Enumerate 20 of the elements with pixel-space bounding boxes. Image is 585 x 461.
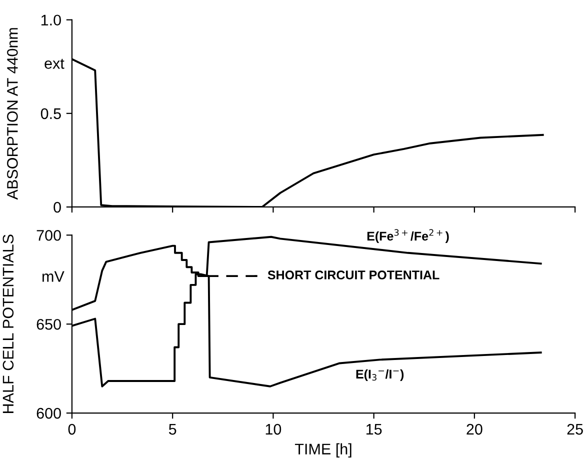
series-label: E(I$_{3}$$^{−}$/I$^{−}$): [356, 369, 404, 382]
y-tick-label: 700: [36, 230, 61, 241]
y-tick-label: 1.0: [41, 14, 61, 26]
x-axis-title: TIME [h]: [294, 443, 352, 458]
text: mV: [42, 271, 64, 282]
x-tick-label: 25: [567, 424, 583, 435]
series-label: E(Fe$^{3+}$/Fe$^{2+}$): [367, 229, 449, 244]
x-tick-label: 0: [68, 424, 76, 435]
text: ext: [44, 58, 64, 69]
series-label: SHORT CIRCUIT POTENTIAL: [268, 270, 440, 280]
x-tick-label: 10: [266, 424, 282, 435]
y-tick-label: 0: [54, 202, 61, 213]
y-tick-label: 600: [36, 408, 61, 419]
y-tick-label: 650: [36, 318, 61, 330]
x-tick-label: 5: [168, 424, 176, 435]
x-tick-label: 20: [466, 424, 482, 435]
x-tick-label: 15: [366, 424, 382, 435]
y-axis-title: HALF CELL POTENTIALS: [2, 234, 14, 413]
y-tick-label: 0.5: [40, 108, 61, 120]
y-axis-title: ABSORPTION AT 440nm: [7, 28, 18, 200]
